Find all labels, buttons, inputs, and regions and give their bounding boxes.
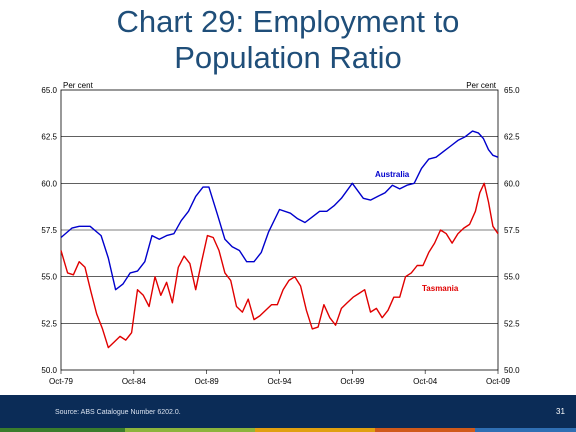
footer-stripe-segment: [125, 428, 255, 432]
y-tick-label-left: 62.5: [41, 133, 57, 142]
source-note: Source: ABS Catalogue Number 6202.0.: [55, 409, 181, 416]
footer-bar: [0, 395, 576, 432]
slide-title-line2: Population Ratio: [174, 40, 402, 75]
y-tick-label-right: 57.5: [504, 226, 520, 235]
series-line-australia: [60, 130, 499, 291]
y-tick-label-right: 60.0: [504, 179, 520, 188]
footer-stripe-segment: [375, 428, 475, 432]
left-axis-unit-label: Per cent: [63, 81, 94, 90]
slide-title: Chart 29: Employment to Population Ratio: [0, 4, 576, 76]
y-tick-label-left: 65.0: [41, 86, 57, 95]
tasmania-annotation: Tasmania: [422, 284, 459, 293]
y-tick-label-right: 62.5: [504, 133, 520, 142]
y-tick-label-left: 50.0: [41, 366, 57, 375]
x-tick-label: Oct-09: [486, 377, 511, 386]
footer-stripe-segment: [255, 428, 375, 432]
x-tick-label: Oct-94: [267, 377, 292, 386]
y-tick-label-left: 57.5: [41, 226, 57, 235]
y-tick-label-right: 65.0: [504, 86, 520, 95]
x-tick-label: Oct-99: [340, 377, 365, 386]
australia-annotation: Australia: [375, 170, 410, 179]
x-tick-label: Oct-04: [413, 377, 438, 386]
footer-stripe-segment: [0, 428, 125, 432]
y-tick-label-left: 60.0: [41, 179, 57, 188]
right-axis-unit-label: Per cent: [466, 81, 497, 90]
gridlines: [61, 136, 498, 324]
y-tick-label-left: 55.0: [41, 273, 57, 282]
employment-ratio-chart: 50.0 50.0 52.5 52.5 55.0 55.0 57.5 57.5 60.0 60.0…: [41, 81, 520, 386]
x-tick-label: Oct-84: [122, 377, 147, 386]
x-tick-label: Oct-89: [195, 377, 220, 386]
series-line-tasmania: [60, 182, 499, 349]
y-tick-label-right: 50.0: [504, 366, 520, 375]
y-tick-label-right: 52.5: [504, 319, 520, 328]
x-tick-label: Oct-79: [49, 377, 74, 386]
footer-stripe-segment: [475, 428, 576, 432]
page-number: 31: [556, 407, 565, 416]
slide-title-line1: Chart 29: Employment to: [116, 4, 460, 39]
y-tick-label-right: 55.0: [504, 273, 520, 282]
y-tick-label-left: 52.5: [41, 319, 57, 328]
axis-labels: 50.0 50.0 52.5 52.5 55.0 55.0 57.5 57.5 60.0 60.0…: [41, 86, 520, 386]
series-lines: [60, 130, 499, 349]
